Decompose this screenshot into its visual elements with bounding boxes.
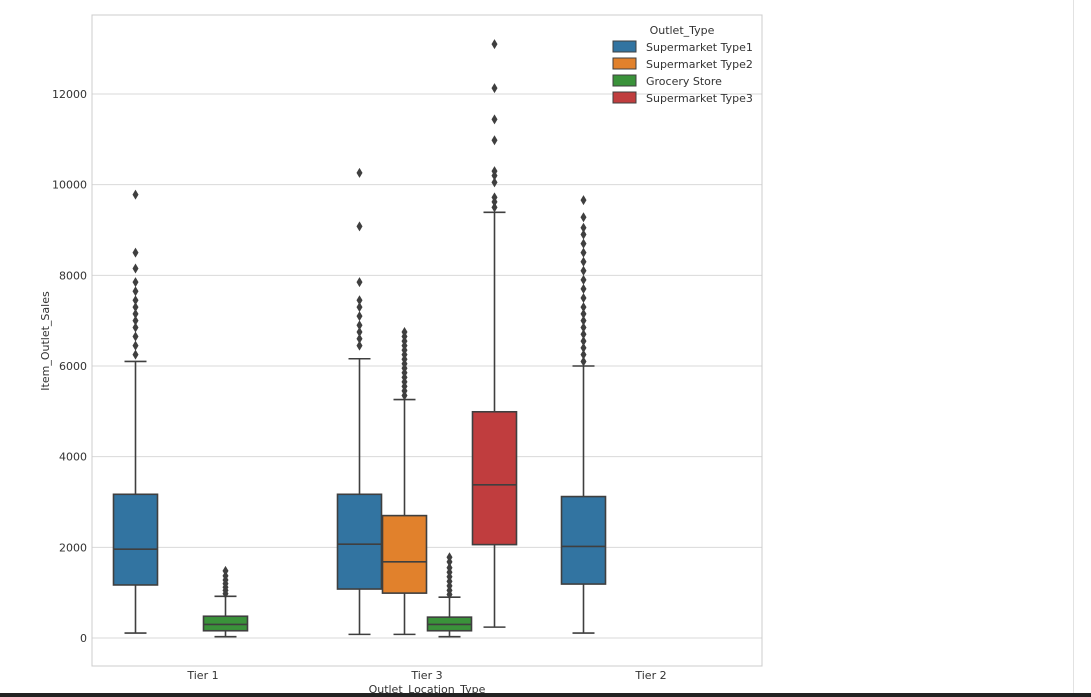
- box-iqr: [336, 493, 383, 590]
- outlier-point: [580, 356, 587, 367]
- y-tick-label: 0: [80, 632, 87, 645]
- outlier-point: [580, 265, 587, 276]
- outlier-point: [356, 311, 363, 322]
- outlier-point: [132, 322, 139, 333]
- outlier-point: [580, 322, 587, 333]
- y-tick-label: 2000: [59, 541, 87, 554]
- outlier-point: [580, 256, 587, 267]
- outlier-point: [491, 166, 498, 177]
- outlier-point: [401, 327, 408, 337]
- x-tick-label: Tier 3: [410, 669, 442, 682]
- x-axis-ticks: Tier 1 Tier 3 Tier 2: [186, 669, 666, 682]
- outlier-point: [356, 340, 363, 351]
- outlier-point: [356, 221, 363, 232]
- outlier-point: [580, 349, 587, 360]
- outlier-point: [491, 192, 498, 203]
- box-iqr: [560, 495, 607, 585]
- box-tier-1-grocery-store: [202, 565, 249, 638]
- legend-label: Supermarket Type3: [646, 92, 753, 105]
- outlier-point: [356, 277, 363, 288]
- y-tick-label: 8000: [59, 269, 87, 282]
- outlier-point: [580, 336, 587, 347]
- outlier-point: [132, 349, 139, 360]
- outlier-point: [580, 238, 587, 249]
- outlier-point: [580, 329, 587, 340]
- outlier-point: [132, 263, 139, 274]
- legend-swatch: [612, 74, 637, 87]
- legend-swatch: [612, 57, 637, 70]
- y-tick-label: 12000: [52, 88, 87, 101]
- box-iqr: [202, 615, 249, 632]
- outlier-point: [491, 114, 498, 125]
- outlier-point: [580, 308, 587, 319]
- outlier-point: [356, 295, 363, 306]
- outlier-point: [580, 283, 587, 294]
- legend-swatch: [612, 91, 637, 104]
- outlier-point: [491, 177, 498, 188]
- y-axis-label: Item_Outlet_Sales: [39, 291, 52, 391]
- box-iqr: [381, 514, 428, 594]
- outlier-point: [580, 302, 587, 313]
- box-tier-1-supermarket-type1: [112, 189, 159, 634]
- legend-title: Outlet_Type: [650, 24, 715, 37]
- outlier-point: [132, 308, 139, 319]
- outlier-point: [356, 320, 363, 331]
- legend-label: Grocery Store: [646, 75, 722, 88]
- box-tier-3-supermarket-type2: [381, 327, 428, 636]
- x-tick-label: Tier 1: [186, 669, 218, 682]
- plot-area: [91, 14, 763, 667]
- outlier-point: [491, 83, 498, 94]
- outlier-point: [132, 286, 139, 297]
- outlier-point: [580, 195, 587, 206]
- outlier-point: [356, 167, 363, 178]
- outlier-point: [580, 315, 587, 326]
- outlier-point: [132, 315, 139, 326]
- box-iqr: [471, 410, 518, 546]
- box-series: [112, 39, 607, 638]
- outlier-point: [580, 212, 587, 223]
- outlier-point: [446, 562, 453, 573]
- outlier-point: [356, 333, 363, 344]
- legend-label: Supermarket Type2: [646, 58, 753, 71]
- outlier-point: [356, 302, 363, 313]
- legend-label: Supermarket Type1: [646, 41, 753, 54]
- y-tick-label: 10000: [52, 179, 87, 192]
- outlier-point: [580, 229, 587, 240]
- bottom-border: [0, 693, 1091, 697]
- box-tier-2-supermarket-type1: [560, 195, 607, 634]
- outlier-point: [580, 274, 587, 285]
- outlier-point: [132, 302, 139, 313]
- outlier-point: [132, 247, 139, 258]
- y-tick-label: 6000: [59, 360, 87, 373]
- grid-lines: [92, 93, 762, 639]
- box-tier-3-grocery-store: [426, 552, 473, 638]
- outlier-point: [580, 293, 587, 303]
- box-tier-3-supermarket-type1: [336, 167, 383, 636]
- outlier-point: [356, 327, 363, 337]
- outlier-point: [222, 565, 229, 576]
- outlier-point: [132, 340, 139, 351]
- box-tier-3-supermarket-type3: [471, 39, 518, 628]
- outlier-point: [491, 202, 498, 213]
- right-divider: [1073, 0, 1074, 693]
- outlier-point: [132, 277, 139, 288]
- y-axis-ticks: 0 2000 4000 6000 8000 10000 12000: [52, 88, 87, 645]
- outlier-point: [580, 247, 587, 258]
- outlier-point: [446, 552, 453, 563]
- y-tick-label: 4000: [59, 451, 87, 464]
- outlier-point: [491, 39, 498, 50]
- outlier-point: [491, 135, 498, 146]
- outlier-point: [580, 222, 587, 233]
- outlier-point: [132, 295, 139, 306]
- x-axis-label: Outlet_Location_Type: [369, 683, 486, 696]
- box-iqr: [112, 493, 159, 586]
- x-tick-label: Tier 2: [634, 669, 666, 682]
- legend-swatch: [612, 40, 637, 53]
- outlier-point: [132, 189, 139, 200]
- legend: Outlet_Type Supermarket Type1 Supermarket…: [612, 24, 753, 105]
- outlier-point: [580, 342, 587, 353]
- outlier-point: [132, 331, 139, 342]
